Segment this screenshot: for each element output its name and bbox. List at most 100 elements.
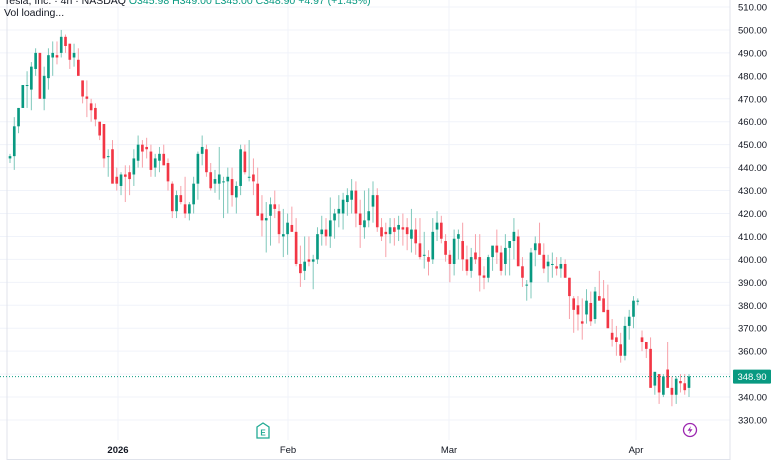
candle-up[interactable]	[341, 199, 345, 214]
candle-up[interactable]	[371, 195, 375, 207]
candle-up[interactable]	[72, 52, 76, 58]
candle-up[interactable]	[653, 371, 657, 386]
candle-up[interactable]	[491, 245, 494, 258]
candle-up[interactable]	[551, 263, 554, 265]
candle-up[interactable]	[350, 190, 353, 200]
candle-up[interactable]	[213, 179, 217, 184]
candle-down[interactable]	[128, 172, 131, 180]
candle-up[interactable]	[196, 153, 200, 184]
event-lightning-icon[interactable]	[682, 422, 698, 438]
candle-up[interactable]	[469, 257, 473, 271]
candle-down[interactable]	[243, 151, 247, 173]
candle-down[interactable]	[256, 183, 260, 216]
candle-down[interactable]	[644, 341, 648, 349]
candle-down[interactable]	[576, 305, 580, 315]
candle-down[interactable]	[572, 298, 576, 310]
candle-up[interactable]	[452, 238, 456, 264]
candle-down[interactable]	[260, 213, 264, 221]
candle-down[interactable]	[478, 257, 482, 276]
candle-down[interactable]	[610, 332, 614, 340]
candle-down[interactable]	[666, 369, 669, 388]
candle-up[interactable]	[217, 174, 221, 184]
candle-up[interactable]	[431, 231, 435, 260]
candle-up[interactable]	[328, 220, 332, 237]
candle-up[interactable]	[51, 52, 55, 58]
candle-up[interactable]	[546, 261, 550, 267]
candle-up[interactable]	[410, 229, 413, 239]
candle-down[interactable]	[448, 254, 452, 264]
candle-up[interactable]	[512, 231, 516, 242]
candle-down[interactable]	[115, 176, 119, 184]
candle-up[interactable]	[504, 247, 507, 264]
candle-up[interactable]	[388, 227, 392, 235]
candle-down[interactable]	[439, 222, 443, 239]
candle-down[interactable]	[89, 103, 93, 111]
candle-up[interactable]	[525, 284, 529, 286]
candle-down[interactable]	[597, 296, 601, 301]
candle-down[interactable]	[670, 387, 674, 395]
candle-up[interactable]	[106, 156, 110, 158]
candle-up[interactable]	[47, 55, 50, 79]
candle-up[interactable]	[593, 291, 597, 320]
candle-down[interactable]	[393, 227, 396, 232]
candle-down[interactable]	[580, 321, 584, 324]
candle-down[interactable]	[679, 380, 682, 384]
candle-down[interactable]	[77, 59, 80, 76]
candle-down[interactable]	[405, 227, 409, 235]
candle-down[interactable]	[354, 190, 358, 214]
candle-up[interactable]	[303, 261, 306, 271]
candle-up[interactable]	[687, 376, 691, 388]
candle-up[interactable]	[337, 208, 341, 214]
candle-down[interactable]	[516, 236, 520, 267]
candle-down[interactable]	[555, 266, 558, 269]
candle-down[interactable]	[427, 257, 430, 262]
candle-up[interactable]	[175, 195, 178, 212]
candle-down[interactable]	[273, 204, 277, 209]
candle-down[interactable]	[149, 151, 153, 170]
candle-down[interactable]	[94, 107, 97, 120]
candle-down[interactable]	[602, 298, 605, 313]
candle-down[interactable]	[170, 183, 174, 212]
candle-down[interactable]	[683, 383, 687, 391]
candle-down[interactable]	[563, 263, 567, 278]
candle-up[interactable]	[281, 234, 285, 237]
candle-down[interactable]	[615, 337, 618, 342]
candle-down[interactable]	[290, 224, 294, 232]
candle-up[interactable]	[316, 234, 319, 260]
candle-down[interactable]	[230, 179, 234, 196]
candle-down[interactable]	[81, 80, 84, 97]
candle-down[interactable]	[418, 243, 422, 258]
candle-down[interactable]	[589, 302, 593, 322]
candle-up[interactable]	[311, 259, 315, 262]
candle-down[interactable]	[401, 227, 405, 230]
candle-down[interactable]	[205, 149, 208, 173]
candle-up[interactable]	[286, 222, 289, 235]
candle-up[interactable]	[8, 156, 12, 159]
candle-down[interactable]	[649, 348, 652, 388]
candle-down[interactable]	[521, 266, 524, 278]
candle-up[interactable]	[486, 257, 490, 278]
candle-down[interactable]	[606, 309, 610, 329]
candle-up[interactable]	[247, 176, 251, 178]
candle-down[interactable]	[294, 231, 298, 264]
candle-down[interactable]	[85, 96, 89, 99]
candle-up[interactable]	[397, 224, 400, 230]
candle-up[interactable]	[363, 220, 366, 228]
candle-up[interactable]	[136, 144, 140, 161]
candle-up[interactable]	[508, 241, 511, 248]
candle-down[interactable]	[68, 43, 72, 60]
candle-up[interactable]	[25, 85, 29, 87]
candle-down[interactable]	[619, 344, 622, 356]
candle-up[interactable]	[333, 213, 336, 221]
candle-down[interactable]	[183, 204, 187, 214]
candle-down[interactable]	[499, 252, 503, 271]
candle-up[interactable]	[585, 300, 588, 315]
candle-up[interactable]	[422, 254, 426, 256]
candle-down[interactable]	[98, 121, 102, 136]
candle-up[interactable]	[529, 252, 533, 283]
candle-down[interactable]	[542, 254, 546, 269]
candle-down[interactable]	[209, 172, 213, 189]
candle-up[interactable]	[559, 263, 563, 269]
candle-down[interactable]	[123, 174, 127, 177]
